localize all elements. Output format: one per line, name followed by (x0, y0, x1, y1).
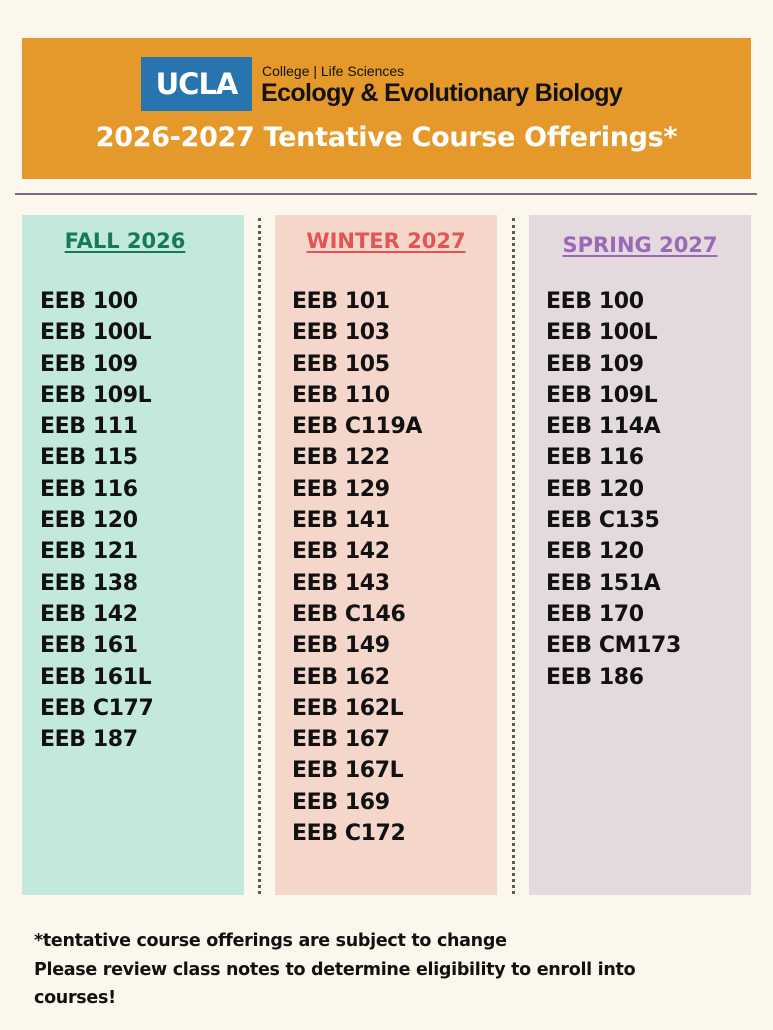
course-item: EEB 142 (292, 539, 390, 565)
course-item: EEB 161 (40, 633, 138, 659)
course-item: EEB 121 (40, 539, 138, 565)
column-fall: FALL 2026 EEB 100 EEB 100L EEB 109 EEB 109L… (22, 215, 244, 895)
header-divider (15, 193, 757, 195)
column-winter: WINTER 2027 EEB 101 EEB 103 EEB 105 EEB 110… (275, 215, 497, 895)
course-item: EEB 143 (292, 570, 390, 596)
column-separator (258, 218, 261, 894)
course-item: EEB 167 (292, 727, 390, 753)
course-item: EEB 100 (40, 289, 138, 314)
header-banner: UCLA College | Life Sciences Ecology & E… (22, 38, 751, 179)
course-item: EEB 101 (292, 289, 390, 314)
course-item: EEB C146 (292, 601, 406, 627)
course-item: EEB 187 (40, 727, 138, 753)
footnote-line: Please review class notes to determine e… (34, 959, 636, 980)
course-item: EEB 116 (40, 476, 138, 502)
column-heading-spring: SPRING 2027 (562, 233, 718, 257)
course-item: EEB 111 (40, 414, 138, 440)
course-item: EEB 120 (40, 508, 138, 534)
ucla-logo: UCLA (141, 57, 252, 111)
course-item: EEB C119A (292, 414, 422, 440)
course-item: EEB 151A (546, 570, 661, 596)
column-spring: SPRING 2027 EEB 100 EEB 100L EEB 109 EEB 10… (529, 215, 751, 895)
course-item: EEB C177 (40, 695, 154, 721)
course-item: EEB 116 (546, 445, 644, 471)
course-item: EEB 186 (546, 664, 644, 690)
course-item: EEB CM173 (546, 633, 681, 659)
course-item: EEB C135 (546, 508, 660, 534)
course-item: EEB 161L (40, 664, 152, 690)
course-list-spring: EEB 100 EEB 100L EEB 109 EEB 109L EEB 114A EE… (546, 286, 681, 693)
course-item: EEB 138 (40, 570, 138, 596)
course-item: EEB 162 (292, 664, 390, 690)
page-title: 2026-2027 Tentative Course Offerings* (95, 122, 678, 153)
course-item: EEB 170 (546, 601, 644, 627)
course-item: EEB 120 (546, 476, 644, 502)
course-list-fall: EEB 100 EEB 100L EEB 109 EEB 109L EEB 111 EEB… (40, 286, 154, 755)
course-item: EEB 129 (292, 476, 390, 502)
footnote: *tentative course offerings are subject … (34, 927, 734, 1013)
course-item: EEB 100L (546, 320, 658, 346)
course-item: EEB 167L (292, 758, 404, 784)
column-heading-winter: WINTER 2027 (306, 229, 466, 253)
course-item: EEB 110 (292, 382, 390, 408)
course-item: EEB 115 (40, 445, 138, 471)
footnote-line: courses! (34, 988, 116, 1008)
course-item: EEB 100 (546, 289, 644, 314)
course-item: EEB 142 (40, 601, 138, 627)
course-item: EEB 169 (292, 789, 390, 815)
course-item: EEB 109 (40, 351, 138, 377)
column-heading-fall: FALL 2026 (64, 229, 186, 253)
course-item: EEB 109L (546, 382, 658, 408)
course-item: EEB C172 (292, 821, 406, 847)
course-item: EEB 149 (292, 633, 390, 659)
course-item: EEB 120 (546, 539, 644, 565)
course-list-winter: EEB 101 EEB 103 EEB 105 EEB 110 EEB C119A EEB… (292, 286, 422, 849)
course-item: EEB 100L (40, 320, 152, 346)
course-item: EEB 114A (546, 414, 661, 440)
column-separator (512, 218, 515, 894)
course-item: EEB 105 (292, 351, 390, 377)
course-item: EEB 162L (292, 695, 404, 721)
course-item: EEB 109 (546, 351, 644, 377)
footnote-line: *tentative course offerings are subject … (34, 931, 507, 951)
course-item: EEB 141 (292, 508, 390, 534)
department-name: Ecology & Evolutionary Biology (261, 79, 623, 107)
course-item: EEB 109L (40, 382, 152, 408)
college-line: College | Life Sciences (262, 63, 405, 79)
course-item: EEB 103 (292, 320, 390, 346)
course-item: EEB 122 (292, 445, 390, 471)
